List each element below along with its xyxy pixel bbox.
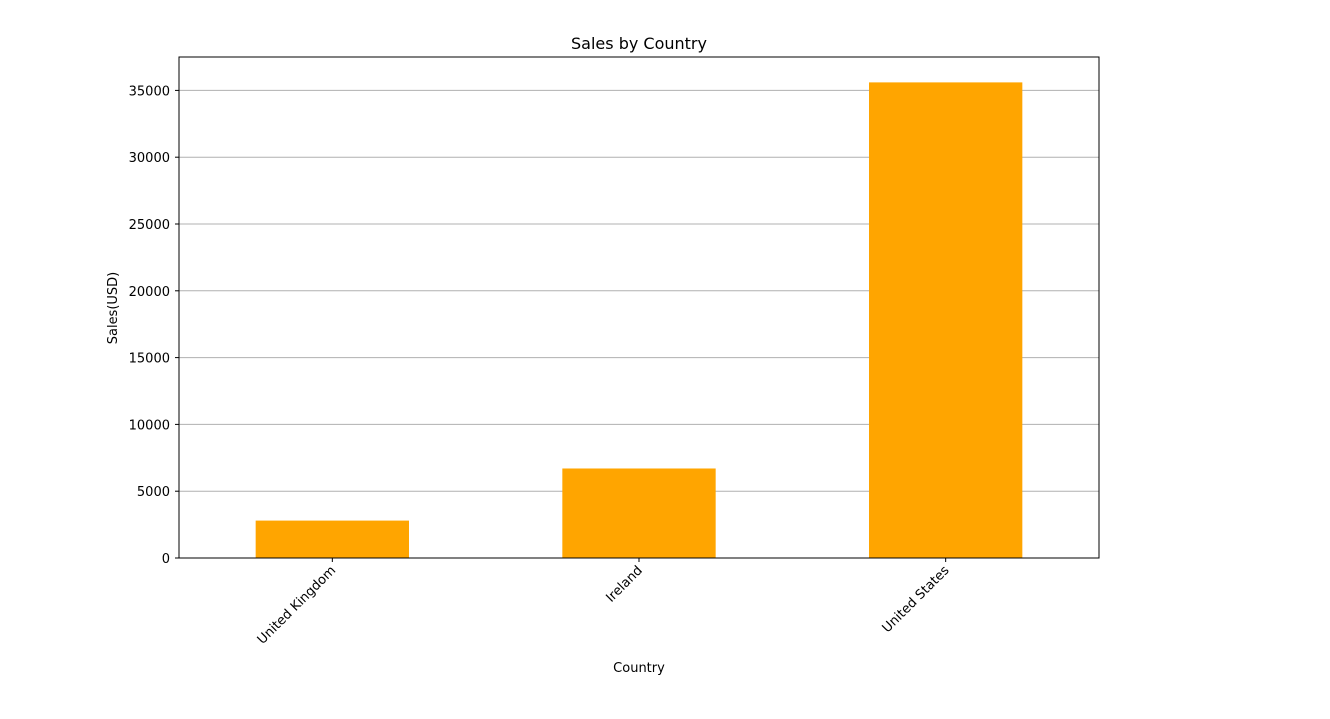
bar-united-kingdom — [255, 520, 409, 558]
y-axis-label: Sales(USD) — [106, 272, 121, 345]
x-axis-label: Country — [613, 661, 665, 676]
y-tick-label: 30000 — [129, 151, 170, 166]
y-tick-label: 25000 — [129, 218, 170, 233]
y-tick-label: 15000 — [129, 352, 170, 367]
chart-title: Sales by Country — [571, 34, 707, 53]
bar-ireland — [562, 468, 716, 558]
bar-united-states — [869, 82, 1023, 558]
y-axis-ticks: 0 5000 10000 15000 20000 25000 30000 35000 — [129, 84, 179, 567]
y-tick-label: 0 — [162, 552, 170, 567]
y-tick-label: 20000 — [129, 285, 170, 300]
y-tick-label: 10000 — [129, 418, 170, 433]
y-tick-label: 35000 — [129, 84, 170, 99]
bars — [255, 82, 1023, 558]
y-tick-label: 5000 — [137, 485, 170, 500]
